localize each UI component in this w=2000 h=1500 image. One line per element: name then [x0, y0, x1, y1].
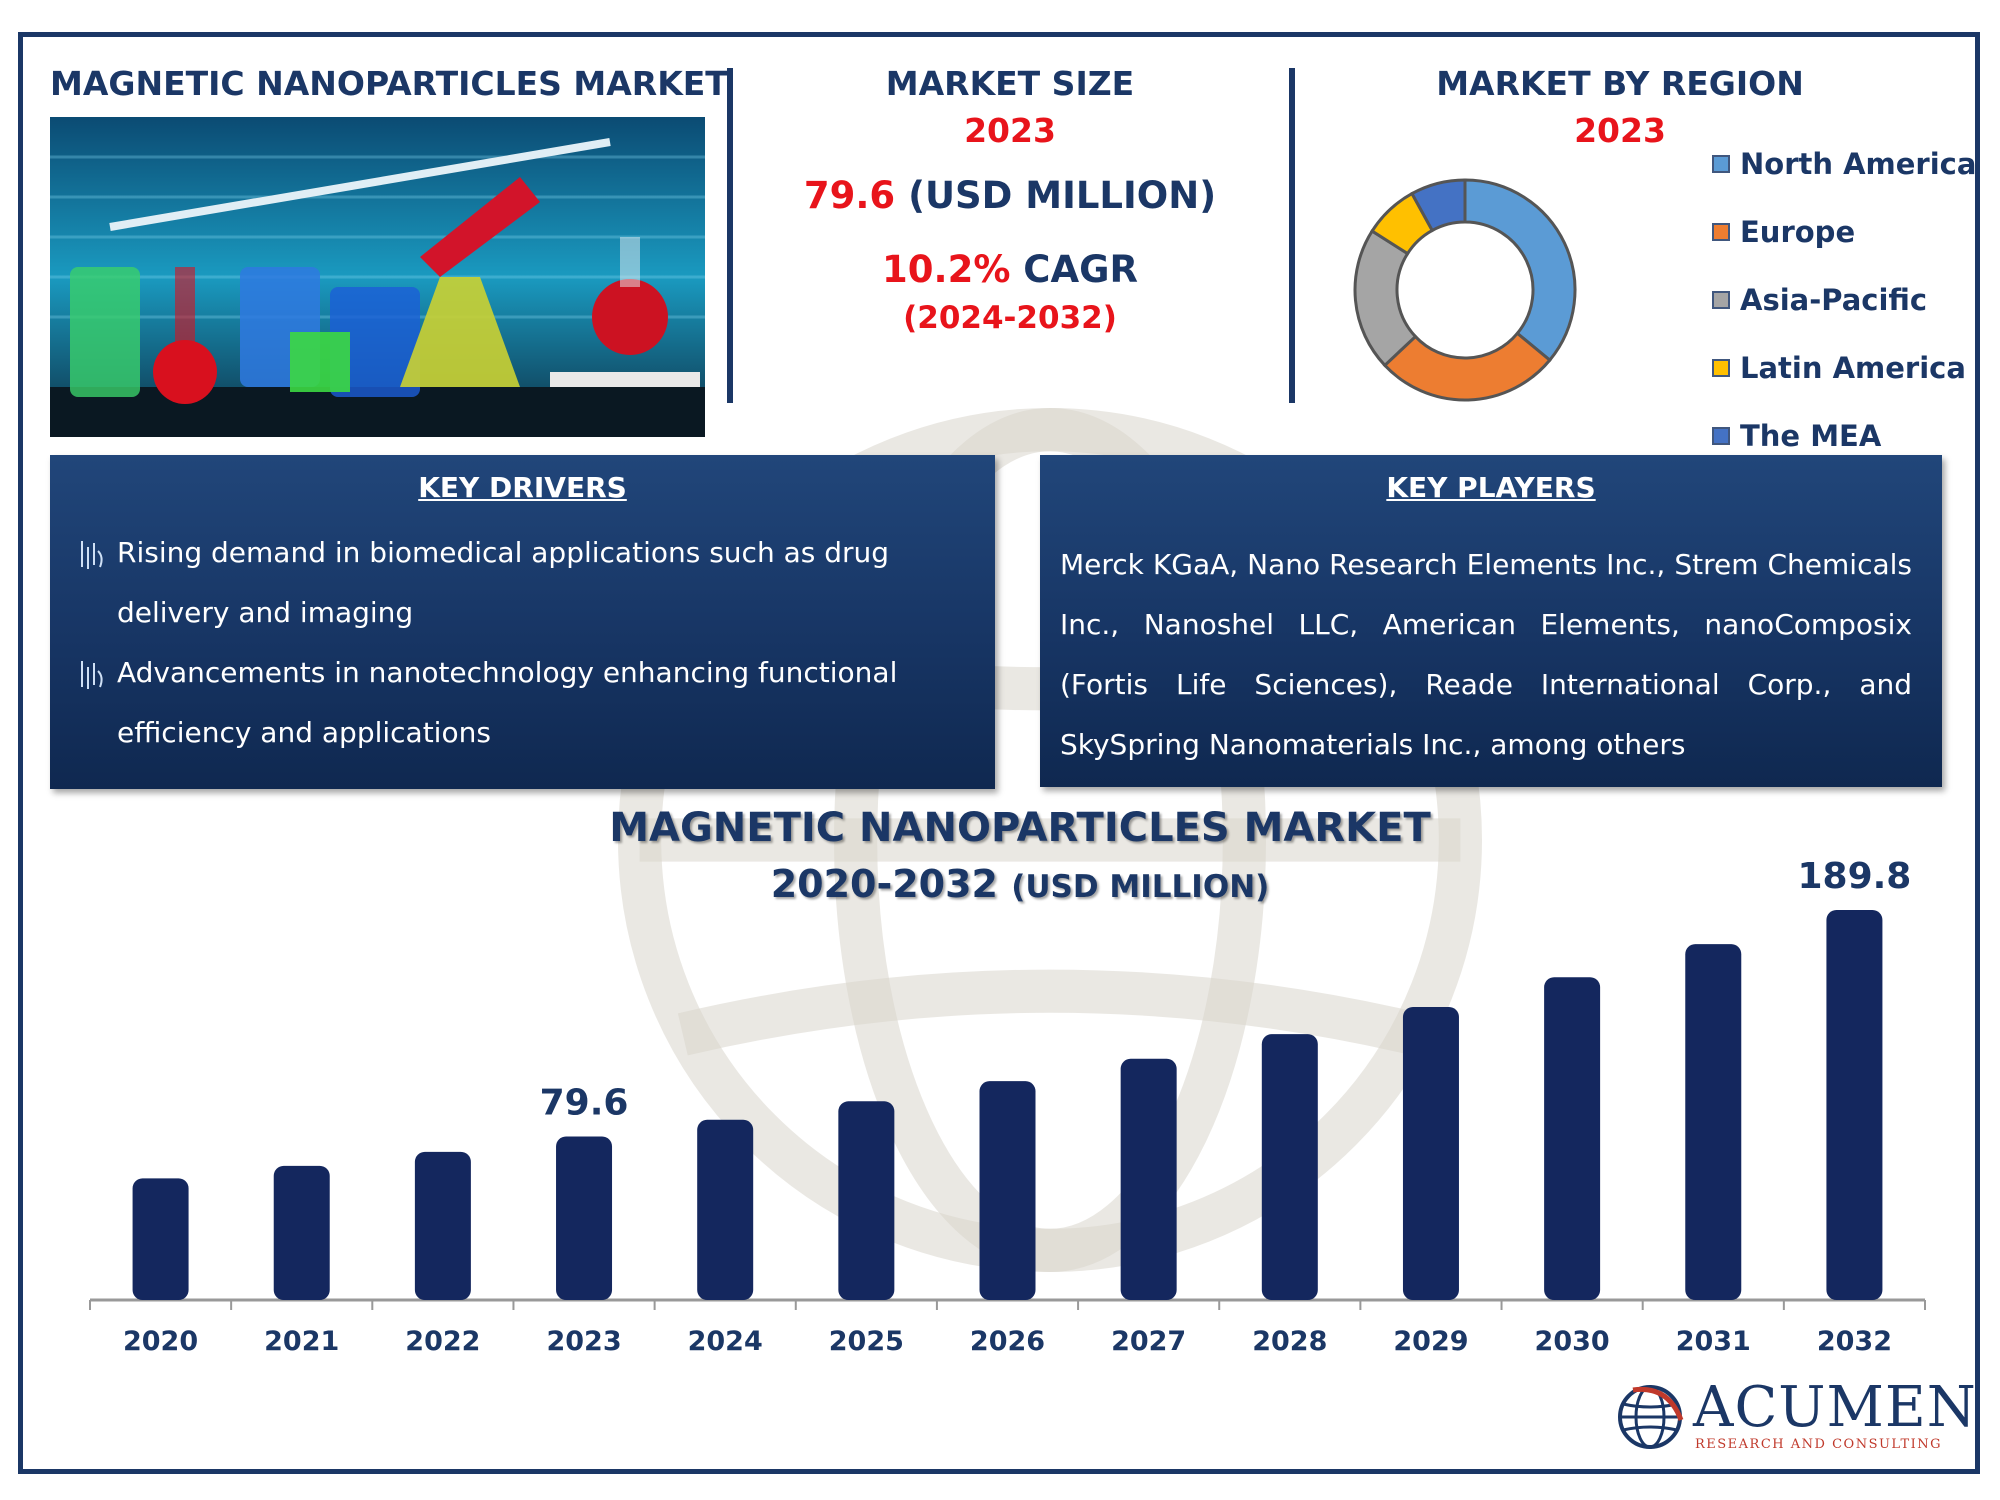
cagr-value: 10.2%: [882, 248, 1011, 291]
header-separator-right: [1289, 68, 1295, 403]
logo-name: ACUMEN: [1693, 1375, 1977, 1440]
legend-swatch-europe: [1712, 223, 1730, 241]
bar-2025: [838, 1101, 895, 1300]
legend-label-north-america: North America: [1740, 147, 1977, 181]
x-tick-label-2023: 2023: [546, 1326, 621, 1357]
key-players-text: Merck KGaA, Nano Research Elements Inc.,…: [1060, 548, 1912, 761]
market-size-title: MARKET SIZE: [885, 64, 1135, 103]
cagr-period: (2024-2032): [903, 300, 1117, 336]
key-players-title: KEY PLAYERS: [1386, 471, 1596, 504]
legend-swatch-mea: [1712, 427, 1730, 445]
bar-2020: [132, 1178, 189, 1300]
driver-item: Advancements in nanotechnology enhancing…: [62, 643, 942, 763]
market-size-unit: (USD MILLION): [895, 174, 1217, 217]
x-tick-label-2020: 2020: [123, 1326, 198, 1357]
x-tick-label-2028: 2028: [1252, 1326, 1327, 1357]
legend-item-mea: The MEA: [1712, 402, 1976, 470]
legend-label-asia-pacific: Asia-Pacific: [1740, 283, 1928, 317]
bar-2022: [414, 1151, 471, 1300]
market-title: MAGNETIC NANOPARTICLES MARKET: [50, 64, 728, 103]
bar-2026: [979, 1081, 1036, 1300]
key-drivers-panel: KEY DRIVERS Rising demand in biomedical …: [50, 455, 995, 789]
data-label-2032: 189.8: [1797, 856, 1911, 897]
laboratory-glassware-image: [50, 117, 705, 437]
x-tick-label-2025: 2025: [829, 1326, 904, 1357]
acumen-logo: ACUMEN RESEARCH AND CONSULTING: [1605, 1375, 1976, 1460]
flask-icon: [81, 661, 103, 689]
flask-icon: [81, 541, 103, 569]
driver-item: Rising demand in biomedical applications…: [62, 523, 942, 643]
x-tick-label-2027: 2027: [1111, 1326, 1186, 1357]
legend-label-mea: The MEA: [1740, 419, 1882, 453]
cagr-line: 10.2% CAGR: [760, 248, 1260, 291]
chart-unit: (USD MILLION): [1011, 869, 1270, 905]
key-drivers-title: KEY DRIVERS: [418, 471, 627, 504]
region-donut-chart: [1353, 178, 1577, 402]
market-size-value: 79.6: [803, 174, 896, 217]
donut-slice-north-america: [1463, 178, 1577, 363]
data-label-2023: 79.6: [540, 1082, 629, 1123]
driver-text: Advancements in nanotechnology enhancing…: [117, 656, 898, 749]
bar-2029: [1402, 1006, 1459, 1300]
bar-2024: [697, 1119, 754, 1300]
bar-2032: [1826, 910, 1883, 1300]
cagr-label: CAGR: [1010, 248, 1138, 291]
x-tick-label-2032: 2032: [1817, 1326, 1892, 1357]
legend-swatch-north-america: [1712, 155, 1730, 173]
legend-label-europe: Europe: [1740, 215, 1856, 249]
bar-2031: [1685, 944, 1742, 1300]
driver-text: Rising demand in biomedical applications…: [117, 536, 890, 629]
bar-2028: [1261, 1034, 1318, 1300]
legend-item-north-america: North America: [1712, 130, 1976, 198]
legend-item-latin-america: Latin America: [1712, 334, 1976, 402]
market-size-year: 2023: [964, 111, 1056, 150]
chart-subtitle: 2020-2032 (USD MILLION): [500, 862, 1540, 906]
chart-period: 2020-2032: [770, 862, 998, 906]
donut-slice-europe: [1382, 331, 1552, 402]
x-tick-label-2029: 2029: [1393, 1326, 1468, 1357]
x-tick-label-2021: 2021: [264, 1326, 339, 1357]
bar-2021: [273, 1165, 330, 1300]
bar-2027: [1120, 1058, 1177, 1300]
legend-item-europe: Europe: [1712, 198, 1976, 266]
logo-tagline: RESEARCH AND CONSULTING: [1695, 1437, 1943, 1452]
region-year: 2023: [1574, 111, 1666, 150]
x-tick-label-2022: 2022: [405, 1326, 480, 1357]
region-title: MARKET BY REGION: [1436, 64, 1804, 103]
globe-logo-icon: [1618, 1385, 1684, 1449]
legend-swatch-asia-pacific: [1712, 291, 1730, 309]
legend-swatch-latin-america: [1712, 359, 1730, 377]
x-tick-label-2024: 2024: [688, 1326, 763, 1357]
market-size-value-line: 79.6 (USD MILLION): [760, 174, 1260, 217]
key-players-panel: KEY PLAYERS Merck KGaA, Nano Research El…: [1040, 455, 1942, 787]
donut-slice-mea: [1409, 178, 1467, 233]
chart-title: MAGNETIC NANOPARTICLES MARKET: [609, 805, 1431, 851]
x-tick-label-2031: 2031: [1676, 1326, 1751, 1357]
legend-label-latin-america: Latin America: [1740, 351, 1966, 385]
region-legend: North America Europe Asia-Pacific Latin …: [1712, 130, 1976, 470]
bar-2023: [556, 1136, 613, 1300]
header-separator-left: [727, 68, 733, 403]
x-tick-label-2026: 2026: [970, 1326, 1045, 1357]
bar-2030: [1544, 977, 1601, 1300]
legend-item-asia-pacific: Asia-Pacific: [1712, 266, 1976, 334]
x-tick-label-2030: 2030: [1535, 1326, 1610, 1357]
